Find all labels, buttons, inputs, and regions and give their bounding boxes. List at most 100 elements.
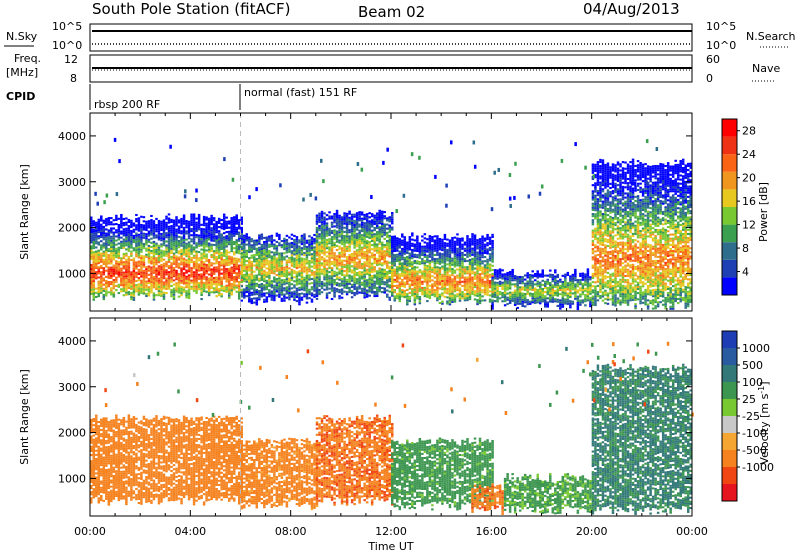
heatmap-cell <box>92 257 96 260</box>
heatmap-cell <box>190 279 193 282</box>
heatmap-cell <box>212 219 216 222</box>
heatmap-cell <box>398 267 402 270</box>
heatmap-cell <box>451 263 454 266</box>
heatmap-cell <box>263 251 266 254</box>
heatmap-cell <box>385 217 389 220</box>
heatmap-cell <box>165 283 168 286</box>
heatmap-cell <box>253 254 256 257</box>
heatmap-cell <box>330 223 334 226</box>
heatmap-cell <box>501 283 504 286</box>
heatmap-cell <box>100 285 103 288</box>
heatmap-cell <box>280 289 284 292</box>
heatmap-cell <box>245 268 249 271</box>
heatmap-cell <box>227 290 231 293</box>
heatmap-cell <box>200 227 203 230</box>
heatmap-cell <box>290 270 294 273</box>
heatmap-cell <box>391 262 394 265</box>
heatmap-cell <box>303 268 306 271</box>
heatmap-cell <box>195 269 198 272</box>
heatmap-cell <box>426 283 429 286</box>
heatmap-cell <box>237 223 241 226</box>
heatmap-cell <box>185 290 188 293</box>
heatmap-cell <box>411 265 414 268</box>
heatmap-cell <box>170 233 173 236</box>
heatmap-cell <box>466 280 469 283</box>
heatmap-cell <box>333 262 336 265</box>
heatmap-cell <box>200 279 203 282</box>
heatmap-cell <box>105 290 108 293</box>
heatmap-cell <box>97 295 101 298</box>
heatmap-cell <box>225 235 228 238</box>
heatmap-cell <box>110 250 113 253</box>
heatmap-cell <box>348 288 351 292</box>
heatmap-cell <box>162 266 166 269</box>
heatmap-cell <box>240 218 243 221</box>
heatmap-cell <box>385 242 389 245</box>
heatmap-cell <box>195 289 198 292</box>
heatmap-cell <box>491 273 494 276</box>
heatmap-cell <box>486 238 489 241</box>
heatmap-cell <box>95 229 98 232</box>
heatmap-cell <box>175 236 178 239</box>
heatmap-cell <box>95 223 98 226</box>
heatmap-cell <box>290 274 294 277</box>
heatmap-cell <box>170 245 173 248</box>
heatmap-cell <box>293 294 296 297</box>
heatmap-cell <box>303 258 306 261</box>
heatmap-cell <box>293 263 296 266</box>
heatmap-cell <box>378 259 381 262</box>
heatmap-cell <box>305 239 309 242</box>
heatmap-cell <box>240 293 243 296</box>
heatmap-cell <box>453 300 457 303</box>
heatmap-cell <box>308 270 311 273</box>
heatmap-cell <box>115 223 118 226</box>
heatmap-cell <box>373 280 376 283</box>
heatmap-cell <box>102 283 106 286</box>
heatmap-cell <box>105 259 108 262</box>
heatmap-cell <box>408 271 412 274</box>
heatmap-cell <box>92 273 96 276</box>
heatmap-cell <box>303 241 306 244</box>
heatmap-cell <box>385 295 389 298</box>
heatmap-cell <box>92 298 96 301</box>
heatmap-cell <box>393 295 397 298</box>
heatmap-cell <box>227 276 231 279</box>
heatmap-cell <box>438 273 442 276</box>
heatmap-cell <box>157 221 161 225</box>
heatmap-cell <box>345 247 349 250</box>
heatmap-cell <box>338 227 341 230</box>
heatmap-cell <box>353 256 356 260</box>
heatmap-cell <box>403 246 407 249</box>
heatmap-cell <box>446 302 449 305</box>
heatmap-cell <box>388 230 391 233</box>
heatmap-cell <box>498 284 502 287</box>
heatmap-cell <box>105 240 108 243</box>
heatmap-cell <box>428 284 432 287</box>
heatmap-cell <box>105 236 108 239</box>
heatmap-cell <box>130 254 133 257</box>
heatmap-cell <box>200 238 203 241</box>
heatmap-cell <box>358 223 361 226</box>
heatmap-cell <box>90 288 93 291</box>
heatmap-cell <box>358 246 361 249</box>
heatmap-cell <box>476 298 479 302</box>
heatmap-cell <box>120 226 123 229</box>
heatmap-cell <box>378 246 381 249</box>
heatmap-cell <box>401 258 404 261</box>
heatmap-cell <box>165 269 168 272</box>
heatmap-cell <box>461 268 464 271</box>
heatmap-cell <box>423 280 427 283</box>
heatmap-cell <box>110 223 113 226</box>
heatmap-cell <box>235 280 238 283</box>
heatmap-cell <box>426 273 429 276</box>
heatmap-cell <box>135 246 138 250</box>
heatmap-cell <box>375 257 379 260</box>
heatmap-cell <box>451 261 454 264</box>
heatmap-cell <box>145 288 148 291</box>
heatmap-cell <box>471 264 474 267</box>
heatmap-cell <box>140 259 143 262</box>
heatmap-cell <box>155 281 158 284</box>
station-title: South Pole Station (fitACF) <box>92 0 290 18</box>
heatmap-cell <box>105 284 108 287</box>
heatmap-cell <box>100 289 103 292</box>
